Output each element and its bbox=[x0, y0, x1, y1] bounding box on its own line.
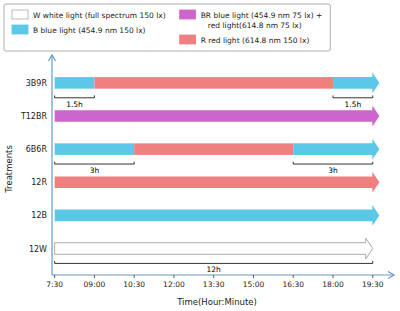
y-tick-label: 12R bbox=[31, 178, 47, 187]
bracket bbox=[293, 162, 373, 164]
legend-label: W white light (full spectrum 150 lx) bbox=[33, 11, 166, 20]
segment bbox=[134, 143, 293, 155]
axes: 7:30 09:00 10:30 12:00 13:30 15:00 16:30 18:00 1… bbox=[4, 55, 394, 307]
segment bbox=[55, 238, 373, 259]
annotations: 1.5h 1.5h 3h 3h 12h bbox=[66, 100, 361, 275]
bracket-label: 1.5h bbox=[66, 100, 83, 109]
plot-marks bbox=[55, 72, 380, 263]
segment bbox=[55, 143, 135, 155]
x-tick-label: 10:30 bbox=[123, 280, 145, 289]
y-tick-label: 3B9R bbox=[26, 79, 48, 88]
y-tick-label: 12W bbox=[29, 245, 47, 254]
x-tick-label: 16:30 bbox=[282, 280, 304, 289]
legend-label: B blue light (454.9 nm 150 lx) bbox=[33, 26, 146, 35]
legend-label: BR blue light (454.9 nm 75 lx) + red lig… bbox=[201, 11, 323, 30]
y-axis-line bbox=[51, 55, 52, 275]
x-tick bbox=[332, 275, 333, 278]
chart: W white light (full spectrum 150 lx) B bl… bbox=[0, 0, 400, 311]
bracket-label: 3h bbox=[328, 166, 338, 175]
legend-item: R red light (614.8 nm 150 lx) bbox=[180, 35, 310, 45]
x-tick-label: 13:30 bbox=[203, 280, 225, 289]
legend-item: BR blue light (454.9 nm 75 lx) + red lig… bbox=[180, 10, 323, 30]
segment bbox=[333, 72, 379, 93]
bracket bbox=[55, 95, 95, 97]
segment bbox=[94, 77, 333, 89]
x-tick-label: 7:30 bbox=[46, 280, 63, 289]
bracket-label: 3h bbox=[90, 166, 100, 175]
x-tick bbox=[253, 275, 254, 278]
bracket bbox=[55, 261, 373, 263]
x-tick bbox=[293, 275, 294, 278]
legend-swatch bbox=[180, 35, 196, 44]
bracket-label: 1.5h bbox=[344, 100, 361, 109]
legend-label-line: W white light (full spectrum 150 lx) bbox=[33, 11, 166, 20]
segment bbox=[293, 139, 379, 160]
x-tick bbox=[173, 275, 174, 278]
x-tick-label: 12:00 bbox=[163, 280, 185, 289]
legend-swatch bbox=[12, 25, 28, 34]
x-axis-line bbox=[52, 274, 394, 275]
legend-item: B blue light (454.9 nm 150 lx) bbox=[12, 25, 146, 35]
x-tick-label: 19:30 bbox=[362, 280, 384, 289]
legend-frame bbox=[4, 4, 330, 51]
x-tick bbox=[94, 275, 95, 278]
x-tick bbox=[372, 275, 373, 278]
bracket bbox=[333, 95, 373, 97]
y-axis-label: Treatments bbox=[4, 145, 14, 194]
x-tick-label: 18:00 bbox=[322, 280, 344, 289]
y-axis-arrow bbox=[49, 55, 56, 61]
y-tick-label: 12B bbox=[31, 211, 47, 220]
legend-item: W white light (full spectrum 150 lx) bbox=[12, 10, 166, 20]
x-tick-label: 15:00 bbox=[243, 280, 265, 289]
x-tick bbox=[213, 275, 214, 278]
legend-swatch bbox=[180, 10, 196, 19]
x-axis-label: Time(Hour:Minute) bbox=[176, 297, 257, 307]
x-axis-arrow bbox=[388, 272, 394, 279]
background bbox=[0, 0, 400, 311]
segment bbox=[55, 205, 380, 226]
segment bbox=[55, 106, 380, 127]
x-tick bbox=[54, 275, 55, 278]
y-tick-label: T12BR bbox=[20, 112, 48, 121]
legend-label-line: red light(614.8 nm 75 lx) bbox=[201, 21, 302, 30]
legend-label-line: B blue light (454.9 nm 150 lx) bbox=[33, 26, 146, 35]
legend-label-line: BR blue light (454.9 nm 75 lx) + bbox=[201, 11, 323, 20]
legend: W white light (full spectrum 150 lx) B bl… bbox=[4, 4, 330, 51]
bracket-label: 12h bbox=[207, 265, 222, 274]
legend-label-line: R red light (614.8 nm 150 lx) bbox=[201, 36, 310, 45]
y-tick-label: 6B6R bbox=[26, 145, 48, 154]
legend-swatch bbox=[12, 10, 28, 19]
bracket bbox=[55, 162, 135, 164]
x-tick bbox=[134, 275, 135, 278]
x-tick-label: 09:00 bbox=[84, 280, 106, 289]
segment bbox=[55, 77, 95, 89]
legend-label: R red light (614.8 nm 150 lx) bbox=[201, 36, 310, 45]
